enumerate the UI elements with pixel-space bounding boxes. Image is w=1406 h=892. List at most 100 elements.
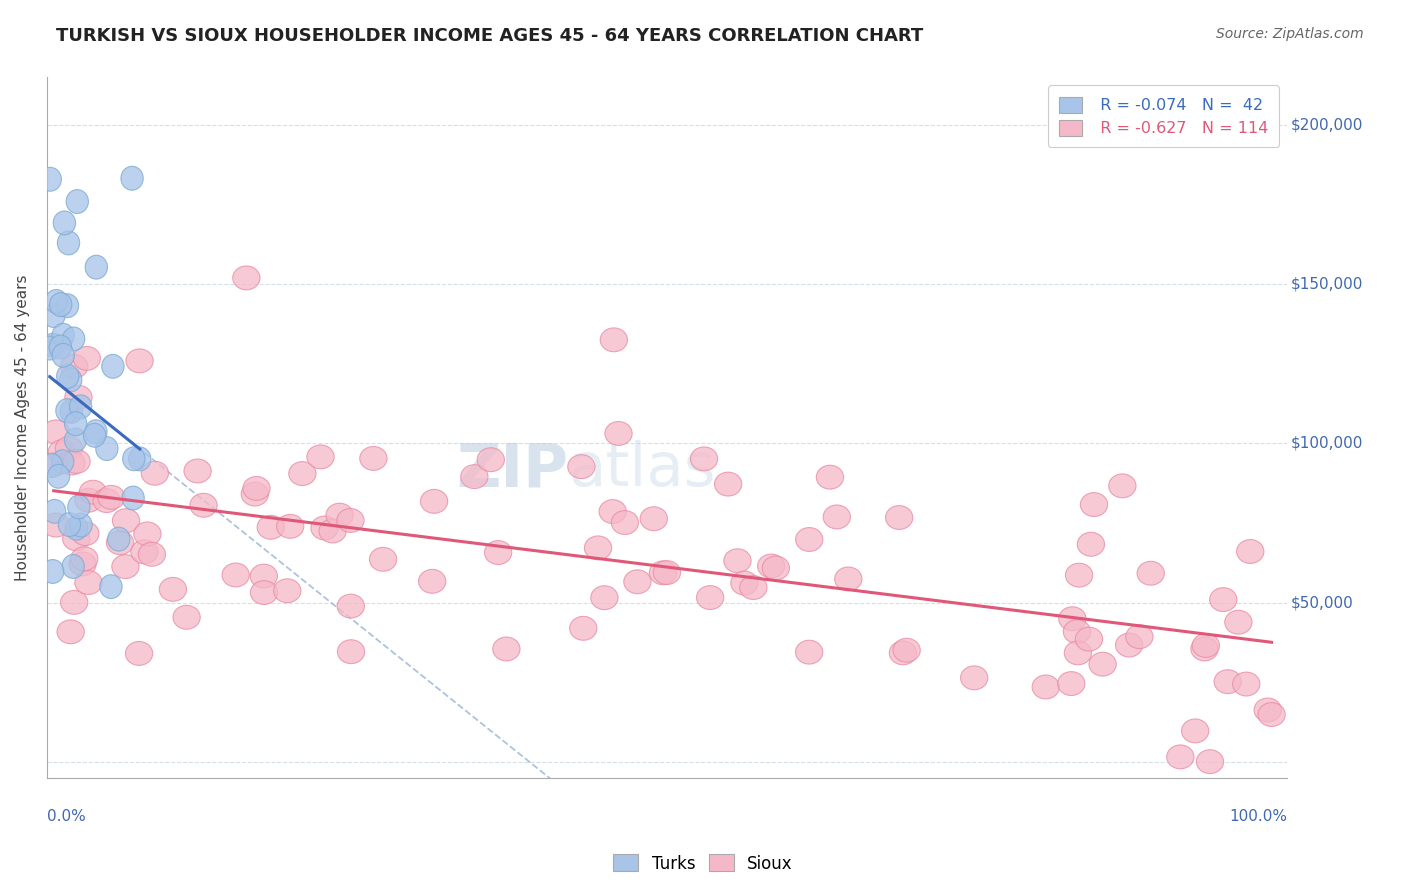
Ellipse shape — [569, 616, 598, 640]
Ellipse shape — [591, 586, 619, 609]
Ellipse shape — [420, 490, 447, 513]
Ellipse shape — [58, 231, 80, 255]
Ellipse shape — [101, 354, 124, 378]
Ellipse shape — [112, 508, 139, 533]
Ellipse shape — [52, 324, 75, 347]
Ellipse shape — [1057, 672, 1085, 696]
Ellipse shape — [42, 420, 69, 444]
Ellipse shape — [159, 577, 187, 601]
Ellipse shape — [70, 547, 98, 571]
Ellipse shape — [492, 637, 520, 661]
Ellipse shape — [48, 440, 76, 464]
Ellipse shape — [640, 507, 668, 531]
Ellipse shape — [1237, 540, 1264, 564]
Ellipse shape — [1254, 698, 1281, 722]
Ellipse shape — [65, 385, 93, 409]
Ellipse shape — [257, 516, 284, 540]
Ellipse shape — [796, 640, 823, 665]
Ellipse shape — [48, 465, 70, 488]
Ellipse shape — [758, 554, 785, 578]
Ellipse shape — [1115, 633, 1143, 657]
Ellipse shape — [42, 334, 65, 357]
Ellipse shape — [243, 476, 270, 500]
Ellipse shape — [337, 640, 364, 664]
Ellipse shape — [1137, 561, 1164, 585]
Ellipse shape — [141, 461, 169, 485]
Ellipse shape — [58, 513, 80, 536]
Ellipse shape — [1126, 624, 1153, 648]
Ellipse shape — [1064, 641, 1091, 665]
Ellipse shape — [65, 516, 87, 541]
Legend: Turks, Sioux: Turks, Sioux — [607, 847, 799, 880]
Ellipse shape — [84, 420, 107, 443]
Ellipse shape — [184, 459, 211, 483]
Ellipse shape — [131, 540, 157, 564]
Ellipse shape — [890, 641, 917, 665]
Ellipse shape — [190, 493, 217, 517]
Ellipse shape — [1191, 637, 1218, 661]
Ellipse shape — [370, 548, 396, 571]
Text: $100,000: $100,000 — [1291, 436, 1364, 451]
Text: Source: ZipAtlas.com: Source: ZipAtlas.com — [1216, 27, 1364, 41]
Ellipse shape — [49, 335, 72, 359]
Ellipse shape — [762, 556, 789, 580]
Ellipse shape — [52, 343, 75, 368]
Ellipse shape — [1209, 588, 1237, 612]
Ellipse shape — [1077, 533, 1105, 557]
Ellipse shape — [79, 480, 107, 504]
Ellipse shape — [42, 513, 70, 537]
Ellipse shape — [1076, 627, 1102, 651]
Ellipse shape — [121, 166, 143, 190]
Ellipse shape — [1258, 703, 1285, 726]
Ellipse shape — [599, 500, 626, 524]
Text: TURKISH VS SIOUX HOUSEHOLDER INCOME AGES 45 - 64 YEARS CORRELATION CHART: TURKISH VS SIOUX HOUSEHOLDER INCOME AGES… — [56, 27, 924, 45]
Ellipse shape — [419, 569, 446, 593]
Ellipse shape — [600, 328, 627, 351]
Ellipse shape — [1197, 750, 1223, 773]
Ellipse shape — [52, 450, 75, 474]
Ellipse shape — [654, 561, 681, 584]
Ellipse shape — [128, 447, 150, 471]
Ellipse shape — [60, 354, 89, 378]
Ellipse shape — [75, 571, 103, 594]
Ellipse shape — [960, 666, 988, 690]
Ellipse shape — [58, 620, 84, 644]
Ellipse shape — [108, 527, 129, 551]
Ellipse shape — [1167, 745, 1194, 769]
Ellipse shape — [605, 422, 633, 445]
Ellipse shape — [288, 462, 316, 485]
Y-axis label: Householder Income Ages 45 - 64 years: Householder Income Ages 45 - 64 years — [15, 274, 30, 581]
Ellipse shape — [93, 489, 121, 513]
Ellipse shape — [1181, 719, 1209, 743]
Ellipse shape — [319, 519, 346, 543]
Ellipse shape — [1080, 492, 1108, 516]
Ellipse shape — [42, 559, 63, 583]
Ellipse shape — [724, 549, 751, 573]
Ellipse shape — [65, 412, 87, 435]
Ellipse shape — [1059, 607, 1085, 631]
Ellipse shape — [311, 516, 339, 540]
Text: $50,000: $50,000 — [1291, 595, 1354, 610]
Ellipse shape — [72, 522, 98, 546]
Ellipse shape — [125, 641, 153, 665]
Ellipse shape — [112, 555, 139, 579]
Ellipse shape — [122, 447, 145, 471]
Ellipse shape — [107, 531, 134, 555]
Ellipse shape — [53, 211, 76, 235]
Ellipse shape — [624, 570, 651, 594]
Ellipse shape — [835, 567, 862, 591]
Ellipse shape — [56, 293, 79, 318]
Text: $150,000: $150,000 — [1291, 277, 1364, 292]
Ellipse shape — [96, 437, 118, 460]
Ellipse shape — [277, 515, 304, 538]
Ellipse shape — [1192, 633, 1219, 657]
Ellipse shape — [731, 571, 758, 595]
Ellipse shape — [58, 451, 86, 475]
Legend:   R = -0.074   N =  42,   R = -0.627   N = 114: R = -0.074 N = 42, R = -0.627 N = 114 — [1047, 86, 1279, 147]
Ellipse shape — [66, 190, 89, 213]
Ellipse shape — [65, 428, 87, 452]
Ellipse shape — [823, 505, 851, 529]
Text: 0.0%: 0.0% — [48, 809, 86, 824]
Ellipse shape — [886, 506, 912, 530]
Ellipse shape — [893, 639, 921, 662]
